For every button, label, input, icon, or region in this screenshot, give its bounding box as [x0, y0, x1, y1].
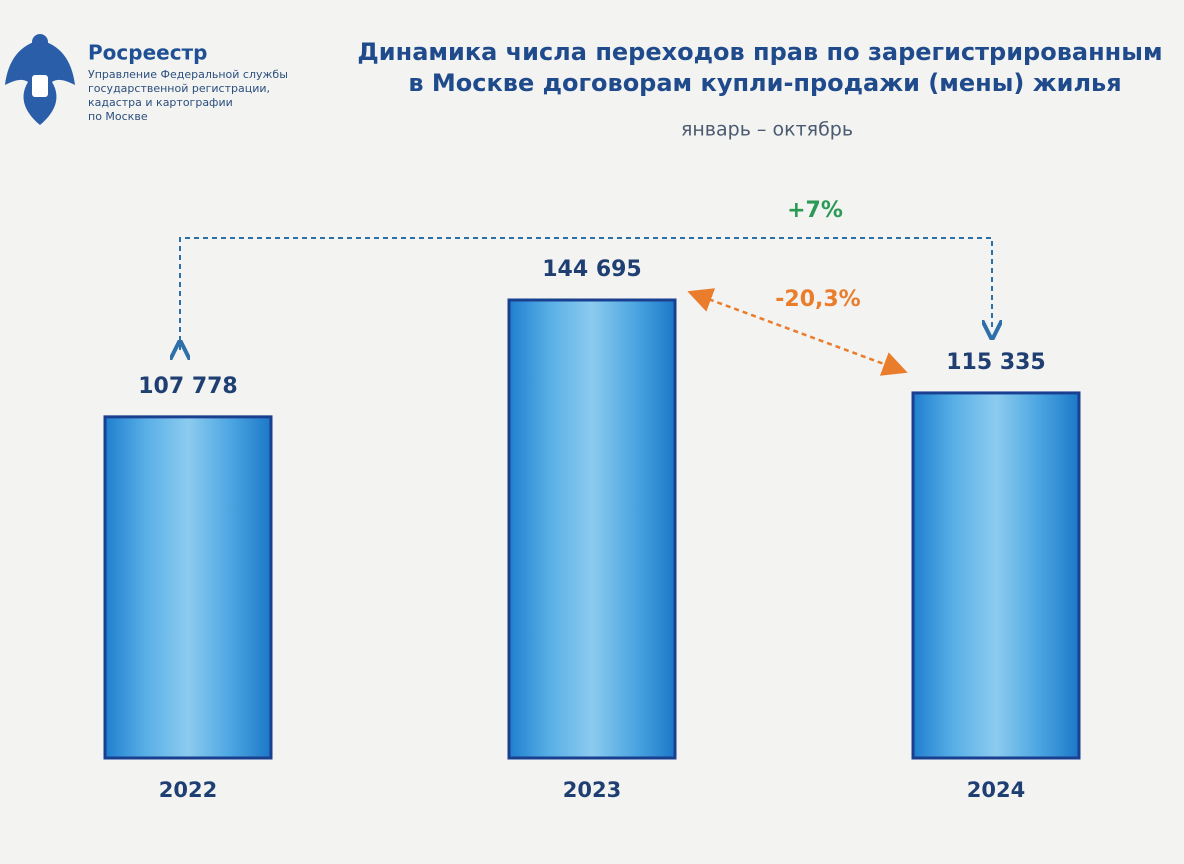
- chart-title: Динамика числа переходов прав по зарегис…: [357, 38, 1162, 66]
- bar: [507, 298, 677, 760]
- logo-line: Управление Федеральной службы: [88, 68, 288, 81]
- logo-name: Росреестр: [88, 41, 207, 65]
- logo-line: по Москве: [88, 110, 148, 123]
- annotation: +7%: [787, 198, 843, 223]
- bar: [911, 391, 1081, 760]
- crown: [32, 34, 48, 50]
- shield: [32, 75, 48, 97]
- logo: Росреестр Управление Федеральной службы …: [5, 34, 288, 125]
- x-tick-label: 2022: [159, 778, 217, 802]
- comparison-arrow: [180, 237, 992, 350]
- x-tick-label: 2023: [563, 778, 621, 802]
- comparison-arrow: [687, 288, 908, 376]
- chart-title: в Москве договорам купли-продажи (мены) …: [408, 69, 1121, 97]
- value-label: 107 778: [138, 374, 238, 399]
- bar: [103, 415, 273, 760]
- chart-subtitle: январь – октябрь: [681, 119, 853, 141]
- x-tick-label: 2024: [967, 778, 1025, 802]
- annotation: -20,3%: [775, 287, 860, 312]
- logo-line: государственной регистрации,: [88, 82, 270, 95]
- value-label: 115 335: [946, 350, 1046, 375]
- value-label: 144 695: [542, 257, 642, 282]
- logo-line: кадастра и картографии: [88, 96, 233, 109]
